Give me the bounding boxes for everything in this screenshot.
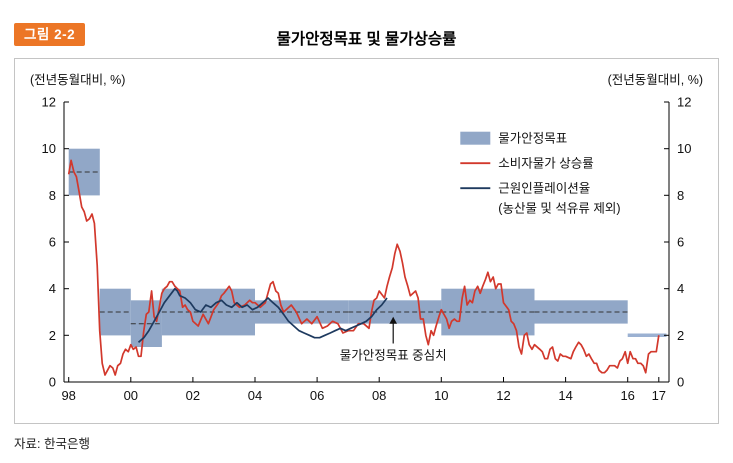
svg-text:6: 6 — [677, 235, 684, 250]
target-center-lines — [68, 171, 628, 325]
svg-text:10: 10 — [434, 388, 448, 403]
annotation-target-midpoint: 물가안정목표 중심치 — [340, 316, 447, 363]
figure-header: 그림 2-2 물가안정목표 및 물가상승률 — [14, 22, 719, 50]
svg-text:0: 0 — [677, 375, 684, 390]
svg-text:10: 10 — [42, 141, 56, 156]
svg-text:4: 4 — [49, 281, 56, 296]
axes — [63, 101, 670, 383]
svg-text:08: 08 — [372, 388, 386, 403]
legend-band-swatch — [460, 131, 491, 145]
figure-label-badge: 그림 2-2 — [14, 23, 86, 46]
right-axis-label: (전년동월대비, %) — [608, 73, 703, 87]
svg-text:6: 6 — [49, 235, 56, 250]
svg-text:4: 4 — [677, 281, 684, 296]
svg-text:2: 2 — [49, 328, 56, 343]
svg-text:12: 12 — [42, 95, 56, 110]
svg-text:10: 10 — [677, 141, 691, 156]
svg-text:8: 8 — [677, 188, 684, 203]
core-inflation-line — [137, 287, 388, 343]
svg-text:16: 16 — [620, 388, 634, 403]
svg-text:근원인플레이션율: 근원인플레이션율 — [498, 182, 590, 196]
svg-text:0: 0 — [49, 375, 56, 390]
cpi-line — [67, 159, 660, 376]
svg-text:8: 8 — [49, 188, 56, 203]
svg-text:(농산물 및 석유류 제외): (농산물 및 석유류 제외) — [498, 202, 620, 216]
chart-title: 물가안정목표 및 물가상승률 — [276, 31, 457, 48]
svg-text:98: 98 — [61, 388, 75, 403]
source-note: 자료: 한국은행 — [14, 437, 90, 451]
svg-text:소비자물가 상승률: 소비자물가 상승률 — [498, 157, 593, 171]
svg-text:06: 06 — [310, 388, 324, 403]
svg-text:17: 17 — [652, 388, 666, 403]
svg-text:00: 00 — [124, 388, 138, 403]
svg-text:04: 04 — [248, 388, 262, 403]
svg-text:14: 14 — [558, 388, 572, 403]
svg-text:12: 12 — [677, 95, 691, 110]
svg-text:물가안정목표: 물가안정목표 — [498, 132, 567, 146]
target-bands — [68, 148, 628, 347]
left-axis-label: (전년동월대비, %) — [30, 73, 125, 87]
svg-text:02: 02 — [186, 388, 200, 403]
svg-text:12: 12 — [496, 388, 510, 403]
svg-text:2: 2 — [677, 328, 684, 343]
svg-text:물가안정목표 중심치: 물가안정목표 중심치 — [340, 349, 447, 363]
chart-container: 0 0 2 2 4 4 6 6 8 8 10 10 12 12 98 00 02 04 06 08 10 12 14 16 17… — [14, 58, 719, 424]
